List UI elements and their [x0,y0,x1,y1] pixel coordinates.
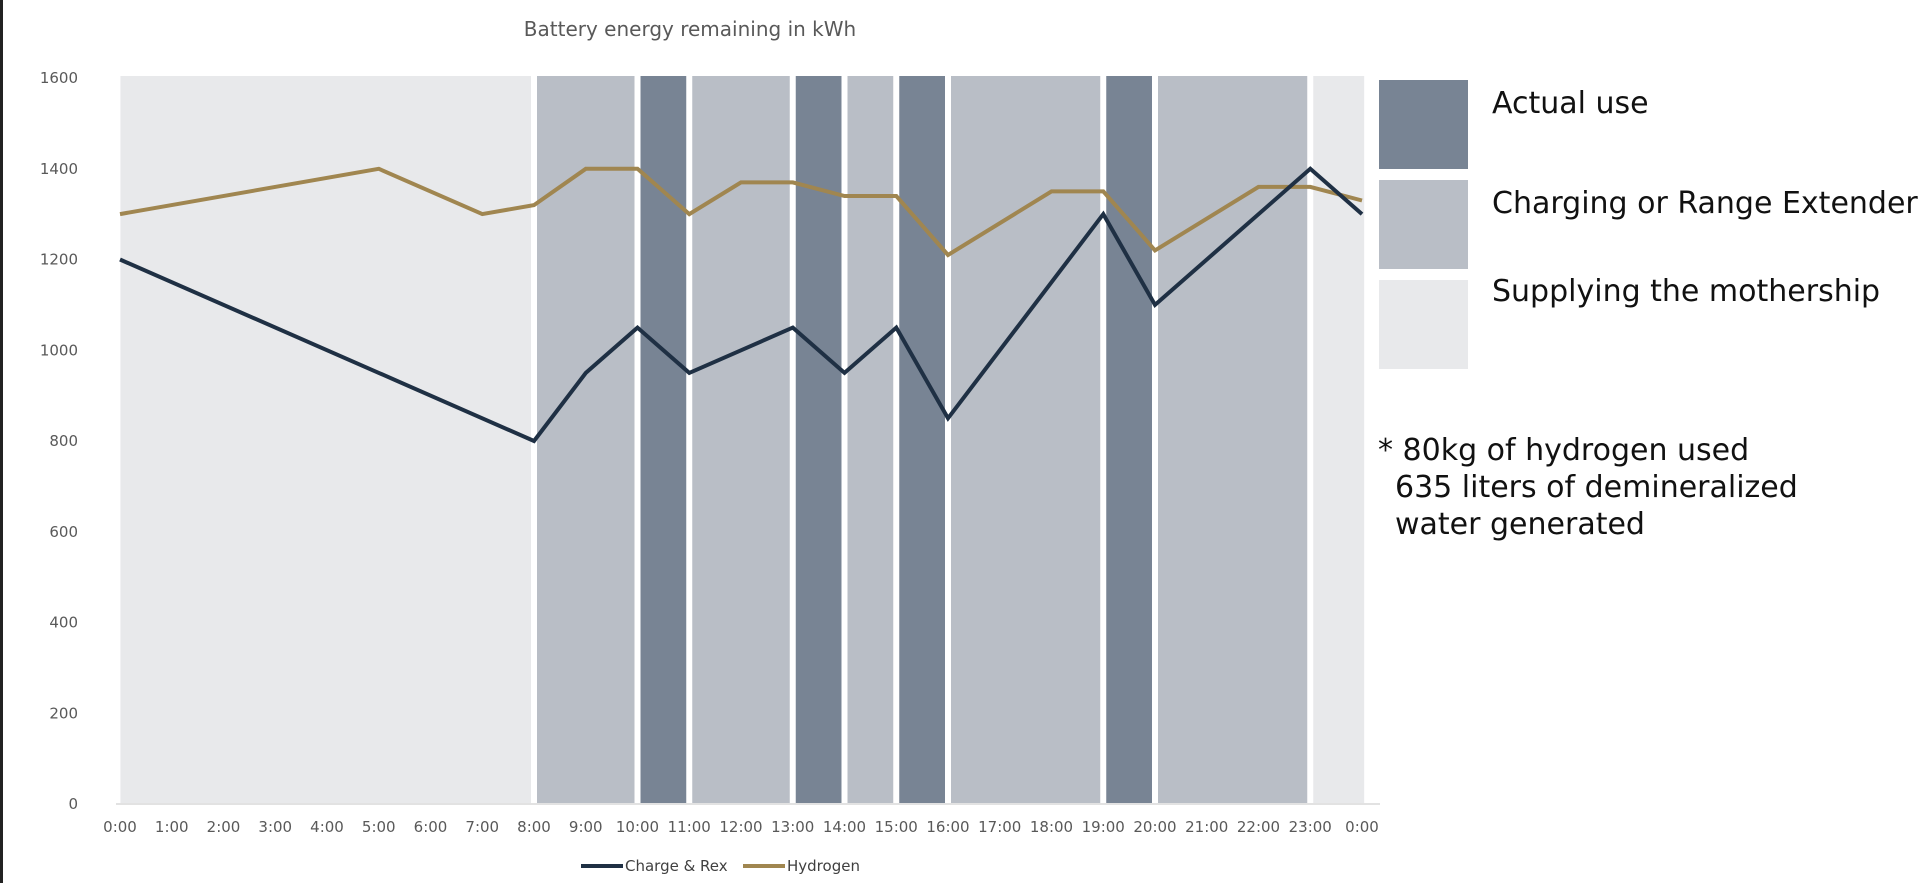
band-charge-3 [692,76,790,803]
key-swatch-charging [1379,180,1468,269]
y-tick-label: 200 [49,704,78,722]
note-line-3: water generated [1395,507,1645,542]
band-charge-7 [951,76,1101,803]
x-tick-label: 10:00 [616,818,659,836]
x-tick-label: 6:00 [414,818,448,836]
x-tick-label: 11:00 [668,818,711,836]
x-tick-label: 12:00 [719,818,762,836]
key-swatch-supplying [1379,280,1468,369]
y-tick-label: 600 [49,523,78,541]
band-actual-6 [899,76,945,803]
note-line-2: 635 liters of demineralized [1395,470,1798,505]
x-tick-label: 14:00 [823,818,866,836]
key-supplying: Supplying the mothership [1378,274,1918,370]
note-line-1: * 80kg of hydrogen used [1378,433,1750,468]
key-label-actual: Actual use [1492,86,1649,121]
y-tick-label: 800 [49,432,78,450]
x-tick-label: 22:00 [1237,818,1280,836]
key-label-charging: Charging or Range Extender [1492,186,1918,221]
x-tick-label: 20:00 [1133,818,1176,836]
band-actual-8 [1106,76,1152,803]
x-tick-label: 2:00 [207,818,241,836]
series-line-hydrogen [119,166,1363,258]
x-tick-label: 3:00 [258,818,292,836]
y-tick-label: 1200 [40,251,78,269]
band-charge-9 [1158,76,1308,803]
key-label-supplying: Supplying the mothership [1492,274,1881,309]
x-tick-label: 8:00 [517,818,551,836]
x-tick-label: 23:00 [1289,818,1332,836]
key-swatch-actual [1379,80,1468,169]
legend-label-1: Hydrogen [787,857,860,875]
series-line-charge-rex [119,166,1364,444]
window-edge [0,0,3,883]
y-tick-label: 1600 [40,69,78,87]
x-tick-label: 0:00 [1345,818,1379,836]
band-charge-5 [847,76,894,803]
band-supply-0 [120,76,531,803]
x-tick-label: 4:00 [310,818,344,836]
x-tick-label: 13:00 [771,818,814,836]
x-tick-label: 5:00 [362,818,396,836]
chart-title: Battery energy remaining in kWh [524,17,856,41]
x-tick-label: 21:00 [1185,818,1228,836]
x-tick-label: 16:00 [926,818,969,836]
x-axis-ticks: 0:00 1:00 2:00 3:00 4:00 5:00 6:00 7:00 8:00 9:00… [103,818,1379,836]
legend-label-0: Charge & Rex [625,857,728,875]
series-lines [119,166,1364,444]
battery-chart: Battery energy remaining in kWh 0 200 400 6… [40,17,1380,875]
x-tick-label: 1:00 [155,818,189,836]
band-actual-2 [640,76,687,803]
x-tick-label: 0:00 [103,818,137,836]
y-tick-label: 1000 [40,341,78,359]
y-tick-label: 400 [49,614,78,632]
x-tick-label: 18:00 [1030,818,1073,836]
y-axis-ticks: 0 200 400 600 800 1000 1200 1400 1600 [40,69,78,813]
y-tick-label: 0 [68,795,78,813]
x-tick-label: 7:00 [465,818,499,836]
x-tick-label: 17:00 [978,818,1021,836]
x-tick-label: 19:00 [1082,818,1125,836]
x-tick-label: 15:00 [875,818,918,836]
key-charging: Charging or Range Extender [1378,180,1918,270]
band-supply-10 [1313,76,1365,803]
chart-legend: Charge & Rex Hydrogen [581,857,860,875]
band-charge-1 [537,76,635,803]
y-tick-label: 1400 [40,160,78,178]
time-bands [120,76,1365,803]
key-actual-use: Actual use [1378,80,1918,170]
hydrogen-note: * 80kg of hydrogen used 635 liters of de… [1378,432,1798,543]
band-actual-4 [795,76,842,803]
x-tick-label: 9:00 [569,818,603,836]
